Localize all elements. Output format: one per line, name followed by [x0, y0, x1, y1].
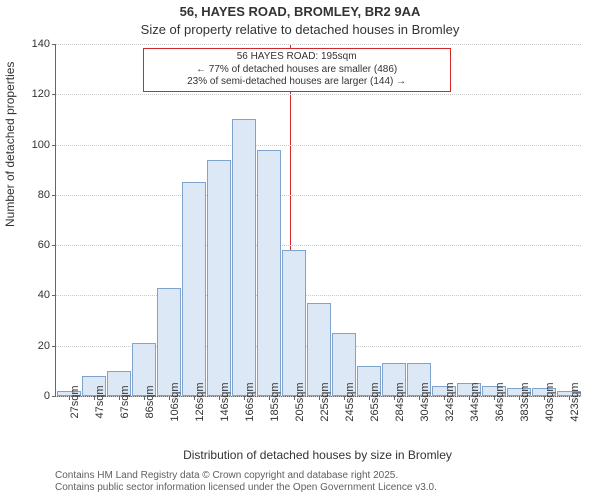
ytick-mark — [52, 44, 56, 45]
ytick-mark — [52, 396, 56, 397]
footer-note: Contains HM Land Registry data © Crown c… — [55, 470, 437, 494]
bar — [282, 250, 306, 396]
xtick-label: 245sqm — [344, 382, 356, 421]
xtick-label: 344sqm — [469, 382, 481, 421]
bar — [257, 150, 281, 396]
xtick-label: 126sqm — [194, 382, 206, 421]
annotation-line-2: ← 77% of detached houses are smaller (48… — [150, 64, 444, 77]
bar — [232, 119, 256, 396]
xtick-label: 304sqm — [419, 382, 431, 421]
xtick-label: 185sqm — [269, 382, 281, 421]
xtick-label: 146sqm — [219, 382, 231, 421]
xtick-label: 225sqm — [319, 382, 331, 421]
x-axis-label: Distribution of detached houses by size … — [55, 448, 580, 462]
chart-title: 56, HAYES ROAD, BROMLEY, BR2 9AA — [0, 4, 600, 19]
bar — [157, 288, 181, 396]
ytick-mark — [52, 94, 56, 95]
footer-line-1: Contains HM Land Registry data © Crown c… — [55, 470, 437, 482]
xtick-label: 106sqm — [169, 382, 181, 421]
xtick-label: 86sqm — [144, 385, 156, 418]
xtick-label: 364sqm — [494, 382, 506, 421]
gridline — [56, 44, 581, 45]
gridline — [56, 295, 581, 296]
xtick-label: 47sqm — [94, 385, 106, 418]
ytick-mark — [52, 245, 56, 246]
ytick-label: 60 — [38, 239, 50, 251]
footer-line-2: Contains public sector information licen… — [55, 482, 437, 494]
xtick-label: 205sqm — [294, 382, 306, 421]
xtick-label: 265sqm — [369, 382, 381, 421]
ytick-label: 120 — [32, 88, 50, 100]
ytick-mark — [52, 346, 56, 347]
plot-area: 56 HAYES ROAD: 195sqm ← 77% of detached … — [55, 44, 581, 397]
ytick-mark — [52, 295, 56, 296]
ytick-mark — [52, 145, 56, 146]
annotation-line-1: 56 HAYES ROAD: 195sqm — [150, 51, 444, 64]
xtick-label: 423sqm — [569, 382, 581, 421]
gridline — [56, 145, 581, 146]
ytick-label: 20 — [38, 340, 50, 352]
gridline — [56, 195, 581, 196]
chart-container: 56, HAYES ROAD, BROMLEY, BR2 9AA Size of… — [0, 0, 600, 500]
annotation-line-3: 23% of semi-detached houses are larger (… — [150, 76, 444, 89]
chart-subtitle: Size of property relative to detached ho… — [0, 22, 600, 37]
xtick-label: 403sqm — [544, 382, 556, 421]
ytick-label: 40 — [38, 289, 50, 301]
xtick-label: 166sqm — [244, 382, 256, 421]
y-axis-label: Number of detached properties — [3, 207, 17, 227]
gridline — [56, 245, 581, 246]
gridline — [56, 94, 581, 95]
bar — [182, 182, 206, 396]
xtick-label: 67sqm — [119, 385, 131, 418]
ytick-label: 140 — [32, 38, 50, 50]
xtick-label: 383sqm — [519, 382, 531, 421]
ytick-label: 0 — [44, 390, 50, 402]
ytick-label: 100 — [32, 139, 50, 151]
xtick-label: 27sqm — [69, 385, 81, 418]
xtick-label: 284sqm — [394, 382, 406, 421]
ytick-label: 80 — [38, 189, 50, 201]
xtick-label: 324sqm — [444, 382, 456, 421]
ytick-mark — [52, 195, 56, 196]
bar — [207, 160, 231, 396]
annotation-box: 56 HAYES ROAD: 195sqm ← 77% of detached … — [143, 48, 451, 92]
